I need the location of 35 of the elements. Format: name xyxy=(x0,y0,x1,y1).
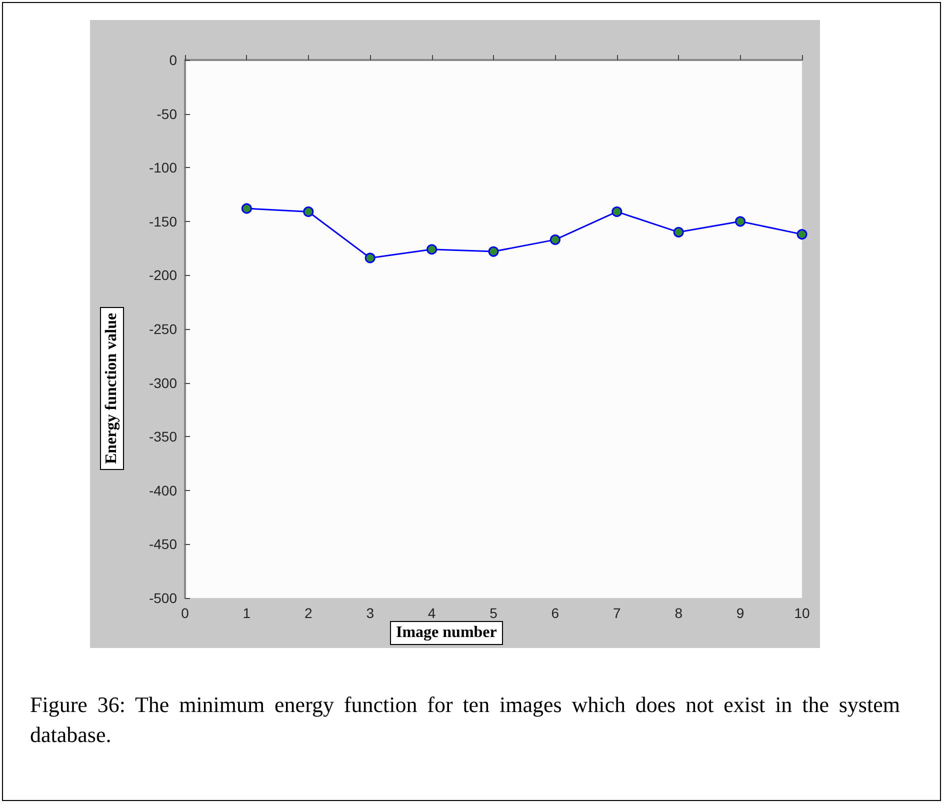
y-tick-label: -150 xyxy=(148,213,178,230)
y-tick-label: -200 xyxy=(148,267,178,284)
point xyxy=(303,206,314,217)
y-tick-label: -450 xyxy=(148,536,178,552)
point xyxy=(241,203,252,214)
x-tick-label: 1 xyxy=(242,605,251,621)
y-tick-label: -100 xyxy=(148,160,178,176)
caption: Figure 36: The minimum energy function for ten images which does not exist in the system database. xyxy=(30,691,900,749)
point xyxy=(735,216,746,227)
x-tick-label: 8 xyxy=(674,605,683,621)
x-tick-label: 6 xyxy=(551,605,560,621)
point xyxy=(796,229,808,240)
y-tick-label: -300 xyxy=(148,374,178,391)
x-tick-label: 2 xyxy=(304,605,312,621)
x-axis-title: Image number xyxy=(390,621,503,645)
point xyxy=(426,244,438,255)
y-tick-label: -250 xyxy=(148,321,178,337)
x-tick-label: 5 xyxy=(490,605,498,621)
y-tick-label: -50 xyxy=(156,106,178,122)
x-tick-label: 3 xyxy=(366,605,374,621)
y-tick-label: -350 xyxy=(148,428,178,445)
x-tick-label: 4 xyxy=(428,605,436,621)
y-axis-title: Energy function value xyxy=(100,306,124,470)
x-tick-label: 9 xyxy=(736,605,744,621)
y-tick-label: -400 xyxy=(148,482,178,498)
point xyxy=(550,234,560,245)
point xyxy=(612,206,622,217)
x-tick-label: 0 xyxy=(181,605,190,621)
x-tick-label: 7 xyxy=(613,605,621,621)
y-tick-label: -500 xyxy=(148,590,178,606)
point xyxy=(488,246,499,257)
x-tick-label: 10 xyxy=(794,605,810,621)
y-tick-label: 0 xyxy=(169,52,178,68)
point xyxy=(673,226,684,238)
point xyxy=(364,252,376,264)
